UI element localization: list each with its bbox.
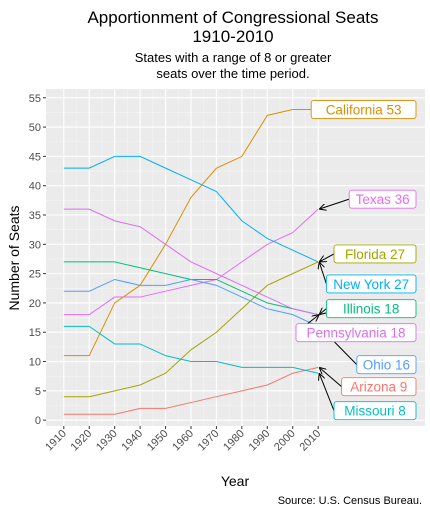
series-line-ohio xyxy=(63,278,319,327)
series-label-ohio: Ohio 16 xyxy=(363,358,410,373)
series-label-texas: Texas 36 xyxy=(356,192,410,207)
series-lines xyxy=(63,109,319,415)
series-label-illinois: Illinois 18 xyxy=(343,302,399,317)
series-label-box xyxy=(341,377,417,397)
x-tick-label: 1990 xyxy=(247,428,273,454)
x-axis: 1910 1920 1930 1940 1950 1960 1970 1980 1990 2000… xyxy=(43,426,323,453)
series-line-florida xyxy=(63,261,319,398)
y-tick-label: 35 xyxy=(29,210,41,222)
y-axis: 0 5 10 15 20 25 30 35 40 45 50 55 xyxy=(29,93,46,427)
series-label-arizona: Arizona 9 xyxy=(350,380,407,395)
x-axis-title: Year xyxy=(221,473,250,489)
y-tick-label: 0 xyxy=(35,415,41,427)
y-axis-title: Number of Seats xyxy=(6,205,22,310)
chart-subtitle-line1: States with a range of 8 or greater xyxy=(135,50,332,65)
y-tick-label: 55 xyxy=(29,93,41,105)
label-arrow xyxy=(319,373,335,411)
chart-subtitle-line2: seats over the time period. xyxy=(156,66,309,81)
label-arrow xyxy=(319,253,335,262)
series-label-box xyxy=(295,323,417,343)
series-labels: California 53 Texas 36 Florida 27 New York … xyxy=(295,100,417,421)
y-tick-label: 10 xyxy=(29,357,41,369)
x-tick-label: 1970 xyxy=(196,428,222,454)
series-line-new-york xyxy=(63,155,319,263)
series-label-pennsylvania: Pennsylvania 18 xyxy=(306,326,405,341)
series-label-box xyxy=(310,100,417,119)
x-tick-label: 2000 xyxy=(272,428,298,454)
y-tick-label: 30 xyxy=(29,239,41,251)
series-line-arizona xyxy=(63,366,319,415)
y-tick-label: 50 xyxy=(29,122,41,134)
label-arrow xyxy=(319,198,350,209)
series-label-california: California 53 xyxy=(326,103,402,118)
y-tick-label: 15 xyxy=(29,327,41,339)
y-tick-label: 25 xyxy=(29,269,41,281)
y-tick-label: 5 xyxy=(35,386,41,398)
series-label-box xyxy=(356,355,417,375)
series-label-box xyxy=(325,299,417,319)
y-tick-label: 20 xyxy=(29,298,41,310)
series-label-box xyxy=(348,189,417,209)
y-tick-label: 40 xyxy=(29,181,41,193)
x-tick-label: 1960 xyxy=(170,428,196,454)
label-arrow xyxy=(319,309,326,315)
source-caption: Source: U.S. Census Bureau. xyxy=(278,495,422,507)
series-line-california xyxy=(63,109,319,357)
x-tick-label: 1920 xyxy=(69,428,95,454)
series-label-new-york: New York 27 xyxy=(333,277,409,292)
x-tick-label: 1980 xyxy=(221,428,247,454)
label-arrow xyxy=(319,367,342,388)
y-tick-label: 45 xyxy=(29,151,41,163)
series-label-box xyxy=(325,274,417,294)
series-label-florida: Florida 27 xyxy=(345,247,405,262)
label-arrow xyxy=(319,262,327,285)
x-tick-label: 1950 xyxy=(145,428,171,454)
x-tick-label: 1940 xyxy=(119,428,145,454)
series-label-box xyxy=(333,401,417,421)
series-line-missouri xyxy=(63,325,319,374)
series-line-texas xyxy=(63,208,319,316)
series-label-missouri: Missouri 8 xyxy=(344,404,406,419)
chart-title-line2: 1910-2010 xyxy=(192,27,273,46)
series-line-pennsylvania xyxy=(63,208,319,316)
x-tick-label: 2010 xyxy=(297,428,323,454)
x-tick-label: 1910 xyxy=(43,428,69,454)
series-label-box xyxy=(333,244,417,264)
x-tick-label: 1930 xyxy=(94,428,120,454)
chart-title-line1: Apportionment of Congressional Seats xyxy=(87,8,378,27)
